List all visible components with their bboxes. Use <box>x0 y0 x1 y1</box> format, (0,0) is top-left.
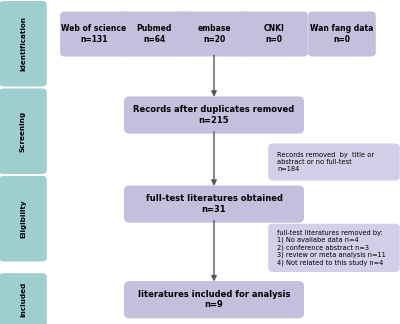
FancyBboxPatch shape <box>268 144 400 180</box>
Text: Eligibility: Eligibility <box>20 199 26 238</box>
Text: Web of science
n=131: Web of science n=131 <box>61 24 127 44</box>
Text: full-test literatures removed by:
1) No availabe data n=4
2) conference abstract: full-test literatures removed by: 1) No … <box>277 230 386 266</box>
Text: Wan fang data
n=0: Wan fang data n=0 <box>310 24 374 44</box>
FancyBboxPatch shape <box>0 88 47 174</box>
Text: Included: Included <box>20 282 26 317</box>
FancyBboxPatch shape <box>308 12 376 57</box>
FancyBboxPatch shape <box>124 97 304 134</box>
FancyBboxPatch shape <box>124 185 304 223</box>
FancyBboxPatch shape <box>240 12 308 57</box>
Text: Identification: Identification <box>20 16 26 71</box>
FancyBboxPatch shape <box>124 281 304 318</box>
Text: Records removed  by  title or
abstract or no full-test
n=184: Records removed by title or abstract or … <box>277 152 374 172</box>
FancyBboxPatch shape <box>0 1 47 87</box>
FancyBboxPatch shape <box>180 12 248 57</box>
FancyBboxPatch shape <box>0 176 47 261</box>
Text: embase
n=20: embase n=20 <box>197 24 231 44</box>
Text: Screening: Screening <box>20 111 26 152</box>
Text: CNKI
n=0: CNKI n=0 <box>264 24 284 44</box>
FancyBboxPatch shape <box>60 12 128 57</box>
Text: Records after duplicates removed
n=215: Records after duplicates removed n=215 <box>133 105 295 125</box>
Text: full-test literatures obtained
n=31: full-test literatures obtained n=31 <box>146 194 282 214</box>
Text: literatures included for analysis
n=9: literatures included for analysis n=9 <box>138 290 290 309</box>
FancyBboxPatch shape <box>268 224 400 272</box>
Text: Pubmed
n=64: Pubmed n=64 <box>136 24 172 44</box>
FancyBboxPatch shape <box>120 12 188 57</box>
FancyBboxPatch shape <box>0 273 47 324</box>
